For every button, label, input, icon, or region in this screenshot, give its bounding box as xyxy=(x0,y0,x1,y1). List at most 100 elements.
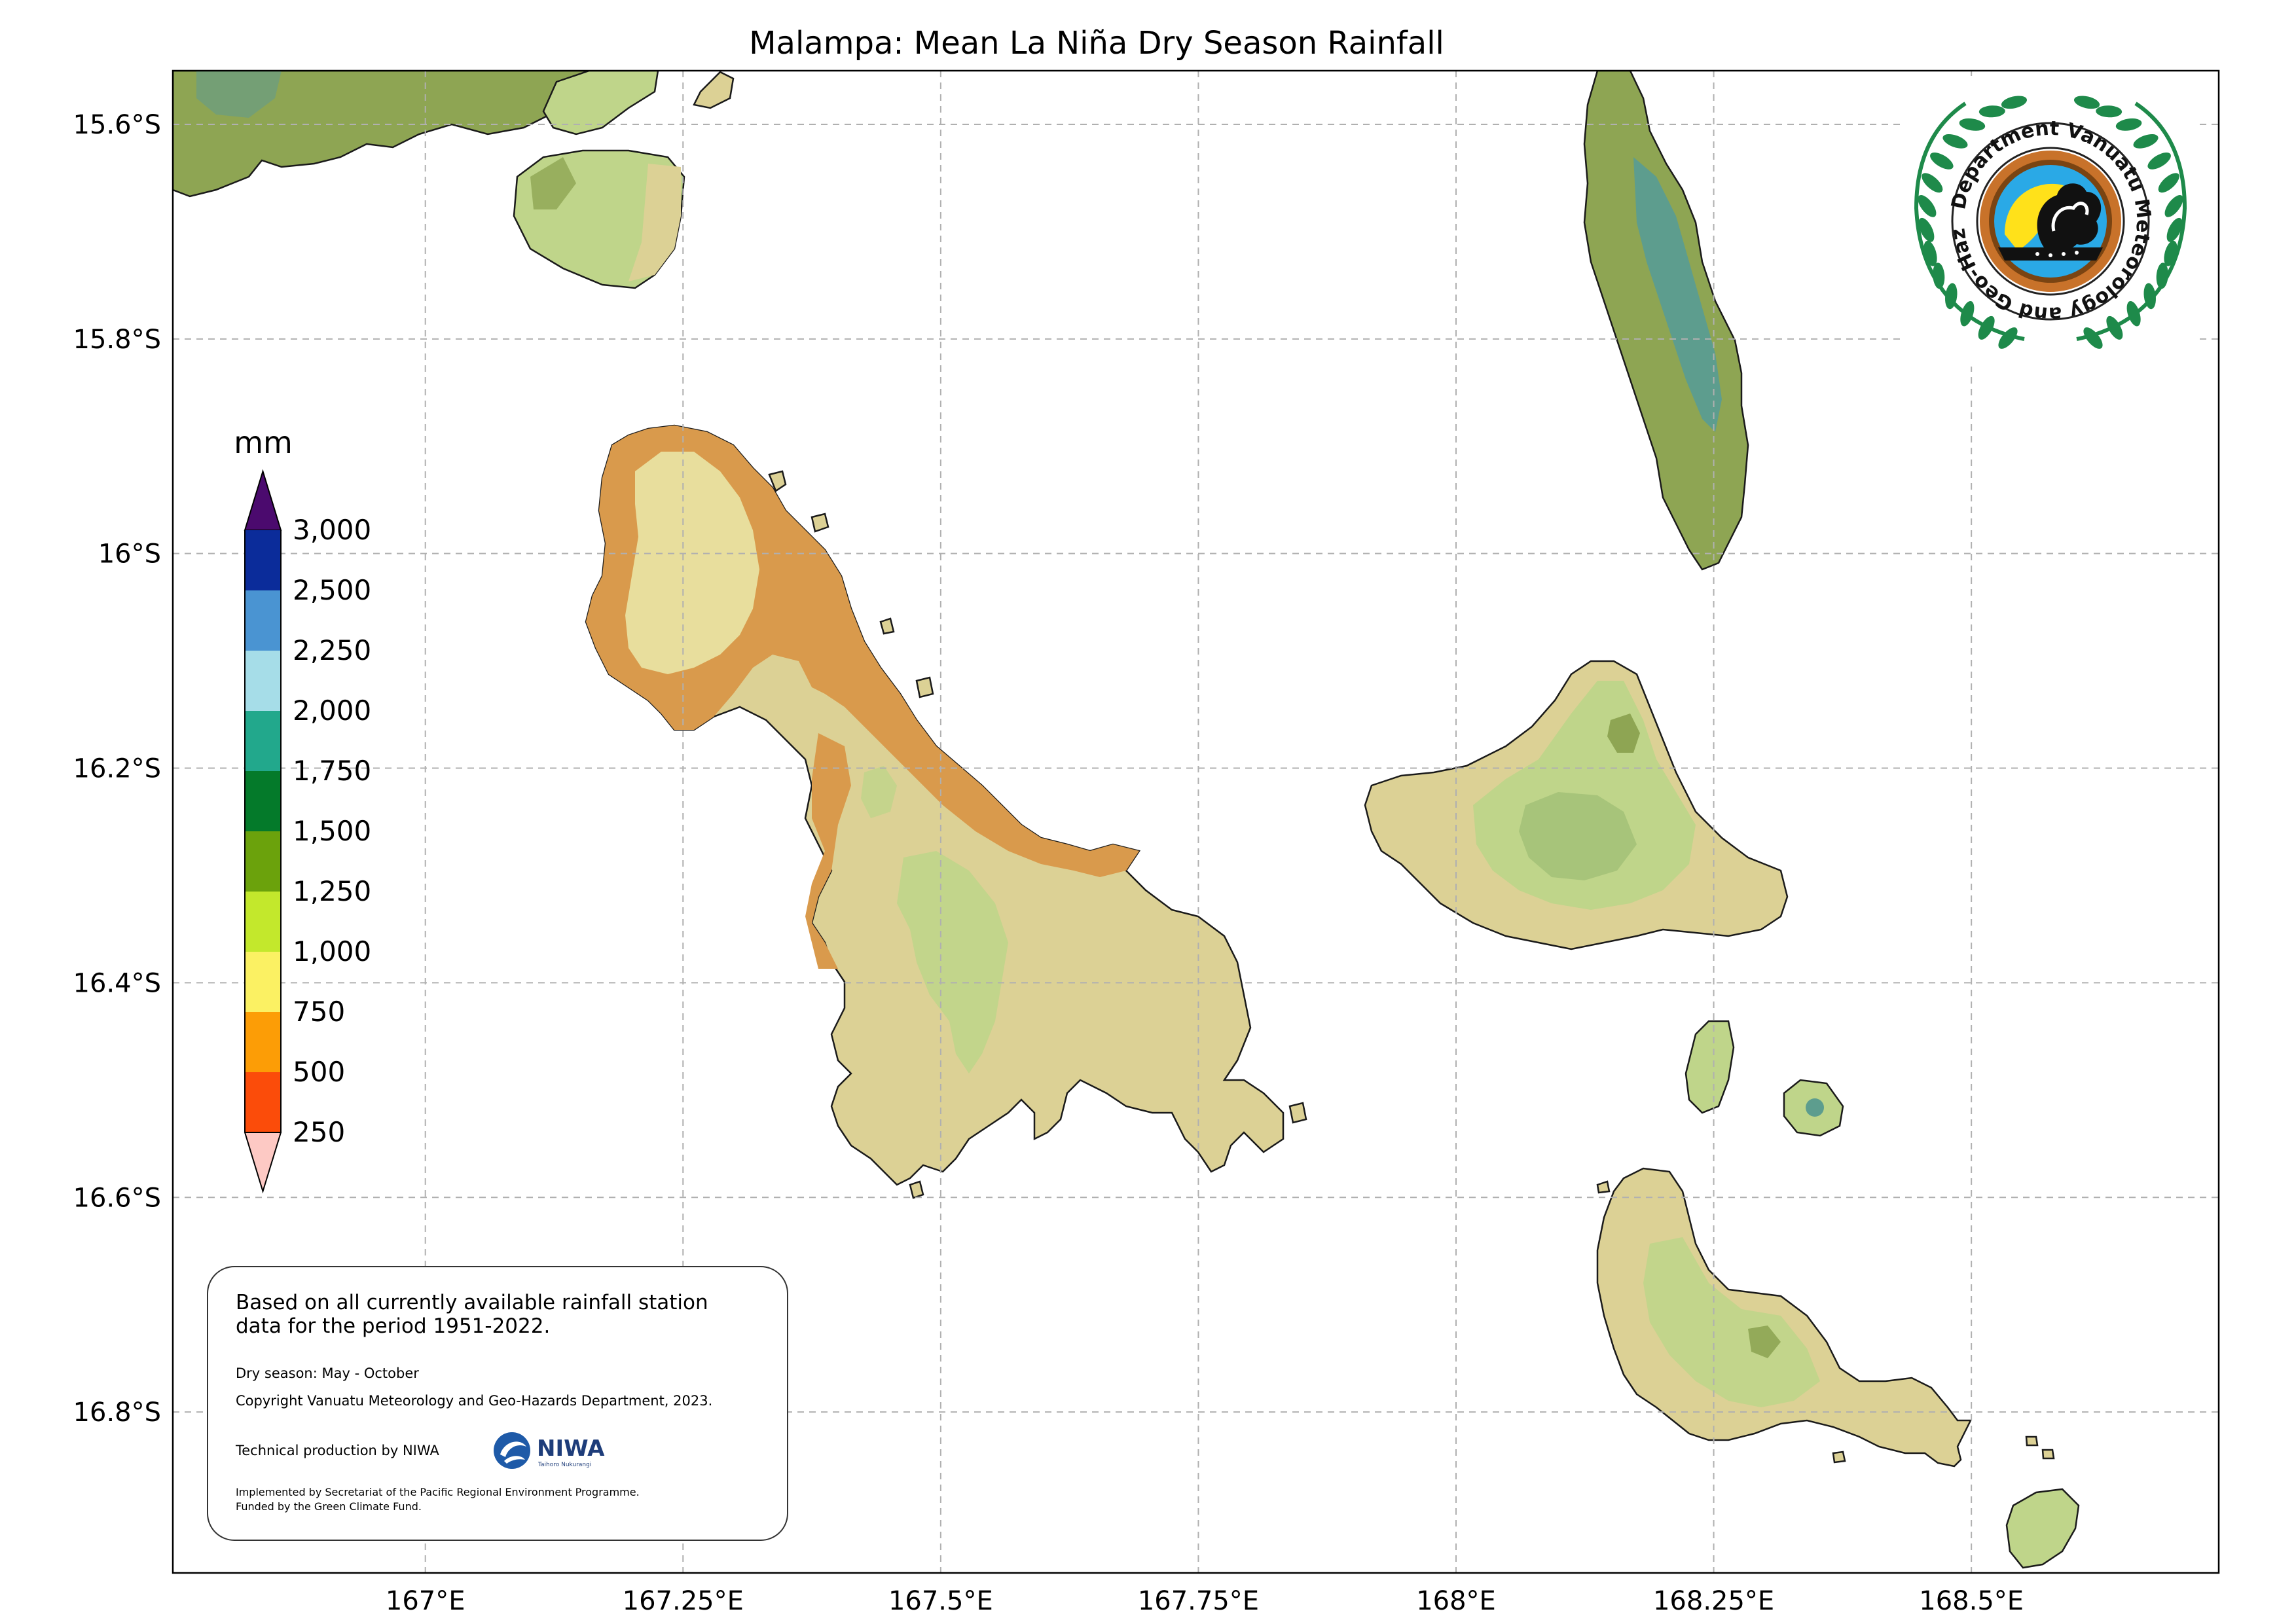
niwa-logo-text: NIWA xyxy=(537,1435,605,1462)
colorbar-tick-label: 2,250 xyxy=(293,634,371,666)
islet-epi-nw xyxy=(1596,1180,1611,1194)
lon-tick-label: 167.25°E xyxy=(623,1586,744,1616)
longitude-ticks: 167°E 167.25°E 167.5°E 167.75°E 168°E 168.25°… xyxy=(386,1586,2024,1616)
info-implemented: Implemented by Secretariat of the Pacifi… xyxy=(236,1486,640,1498)
colorbar-frame xyxy=(244,530,282,1132)
lon-tick-label: 168°E xyxy=(1416,1586,1496,1616)
lon-tick-label: 168.5°E xyxy=(1919,1586,2024,1616)
islet-malekula-east-1 xyxy=(768,470,787,492)
laurel-leaf xyxy=(1978,105,2005,118)
islet-malekula-east-5 xyxy=(1288,1102,1307,1124)
laurel-leaf xyxy=(2001,96,2028,109)
islet-malekula-east-2 xyxy=(811,513,829,533)
lat-tick-label: 15.6°S xyxy=(73,110,161,140)
colorbar-bin xyxy=(245,590,281,651)
malekula-khaki-northwest xyxy=(625,452,759,674)
malekula-green-spot xyxy=(861,766,897,818)
islet-malekula-east-3 xyxy=(879,617,895,635)
lat-tick-label: 16.4°S xyxy=(73,968,161,998)
info-box: Based on all currently available rainfal… xyxy=(207,1266,788,1541)
laurel-leaf xyxy=(2166,217,2183,242)
epi-green-interior xyxy=(1643,1237,1820,1407)
colorbar-tick-label: 1,750 xyxy=(293,755,371,787)
info-copyright: Copyright Vanuatu Meteorology and Geo-Ha… xyxy=(236,1393,713,1409)
lat-tick-label: 15.8°S xyxy=(73,325,161,355)
laurel-leaf xyxy=(1918,194,1937,217)
islet-top xyxy=(693,71,735,109)
islet-shepherd-2 xyxy=(2041,1449,2055,1460)
colorbar-unit: mm xyxy=(234,425,293,460)
island-maewo-wet xyxy=(1633,157,1722,432)
laurel-leaf xyxy=(1944,283,1958,310)
vmgd-emblem-icon: Department Vanuatu Meteorology and Geo-H… xyxy=(1905,76,2196,367)
laurel-leaf xyxy=(2164,240,2178,266)
laurel-leaf xyxy=(1922,173,1943,193)
islet-malekula-south xyxy=(909,1180,924,1199)
plot-frame xyxy=(172,69,2220,1574)
laurel-leaf xyxy=(1942,134,1968,149)
laurel-leaf xyxy=(1959,118,1986,131)
island-paama xyxy=(1685,1020,1735,1114)
colorbar-tick-label: 1,250 xyxy=(293,875,371,907)
laurel-leaf xyxy=(2147,153,2171,170)
laurel-leaf xyxy=(2106,316,2123,340)
epi-peak xyxy=(1748,1326,1781,1358)
laurel-leaf xyxy=(1978,316,1995,340)
lat-tick-label: 16°S xyxy=(98,539,161,569)
niwa-logo: NIWA Taihoro Nukurangi xyxy=(491,1428,615,1475)
info-funded: Funded by the Green Climate Fund. xyxy=(236,1500,422,1513)
island-malo-wet xyxy=(530,157,576,209)
island-top-left-wet xyxy=(196,71,282,118)
islet-epi-south xyxy=(1832,1451,1846,1464)
colorbar-tick-label: 1,500 xyxy=(293,815,371,847)
laurel-leaf xyxy=(2164,194,2183,217)
niwa-logo-sub: Taihoro Nukurangi xyxy=(538,1462,591,1468)
colorbar-bin xyxy=(245,530,281,591)
map-title: Malampa: Mean La Niña Dry Season Rainfal… xyxy=(749,25,1444,62)
island-epi xyxy=(1596,1167,1973,1468)
laurel-leaf xyxy=(1960,300,1975,327)
laurel-leaf xyxy=(2143,283,2157,310)
island-tongoa xyxy=(2005,1488,2080,1569)
colorbar-bin xyxy=(245,651,281,712)
lon-tick-label: 167.5°E xyxy=(888,1586,993,1616)
ambrym-caldera xyxy=(1519,792,1637,880)
laurel-leaf xyxy=(2096,105,2123,118)
colorbar-bin xyxy=(245,1012,281,1073)
laurel-leaf xyxy=(1998,327,2018,349)
lat-tick-label: 16.2°S xyxy=(73,754,161,784)
island-malo-dry xyxy=(629,164,681,281)
laurel-leaf xyxy=(2073,96,2100,109)
info-season: Dry season: May - October xyxy=(236,1365,419,1381)
colorbar-tick-label: 2,500 xyxy=(293,574,371,606)
colorbar-bin xyxy=(245,831,281,892)
colorbar-bin xyxy=(245,771,281,832)
lon-tick-label: 167°E xyxy=(386,1586,465,1616)
laurel-leaf xyxy=(2158,173,2179,193)
laurel-leaf xyxy=(2083,327,2103,349)
laurel-leaf xyxy=(2156,262,2168,289)
lon-tick-label: 168.25°E xyxy=(1653,1586,1774,1616)
lopevi-peak xyxy=(1806,1098,1824,1117)
lon-tick-label: 167.75°E xyxy=(1138,1586,1259,1616)
island-top-center-small xyxy=(542,71,659,135)
ambrym-peak xyxy=(1607,713,1640,753)
laurel-leaf xyxy=(1933,262,1945,289)
colorbar-bin xyxy=(245,711,281,772)
laurel-leaf xyxy=(2133,134,2159,149)
laurel-leaf xyxy=(1923,240,1937,266)
laurel-leaf xyxy=(2126,300,2141,327)
colorbar-tick-label: 250 xyxy=(293,1116,345,1148)
colorbar-tick-label: 750 xyxy=(293,996,345,1028)
niwa-logo-icon: NIWA Taihoro Nukurangi xyxy=(494,1432,605,1469)
laurel-leaf xyxy=(1930,153,1954,170)
laurel-leaf xyxy=(2115,118,2142,131)
colorbar-bin xyxy=(245,952,281,1013)
malekula-green-interior xyxy=(897,851,1008,1074)
colorbar-bin xyxy=(245,1072,281,1133)
colorbar-tick-label: 500 xyxy=(293,1056,345,1088)
islet-malekula-east-4 xyxy=(915,676,934,698)
lat-tick-label: 16.6°S xyxy=(73,1183,161,1213)
info-production: Technical production by NIWA xyxy=(236,1443,439,1458)
